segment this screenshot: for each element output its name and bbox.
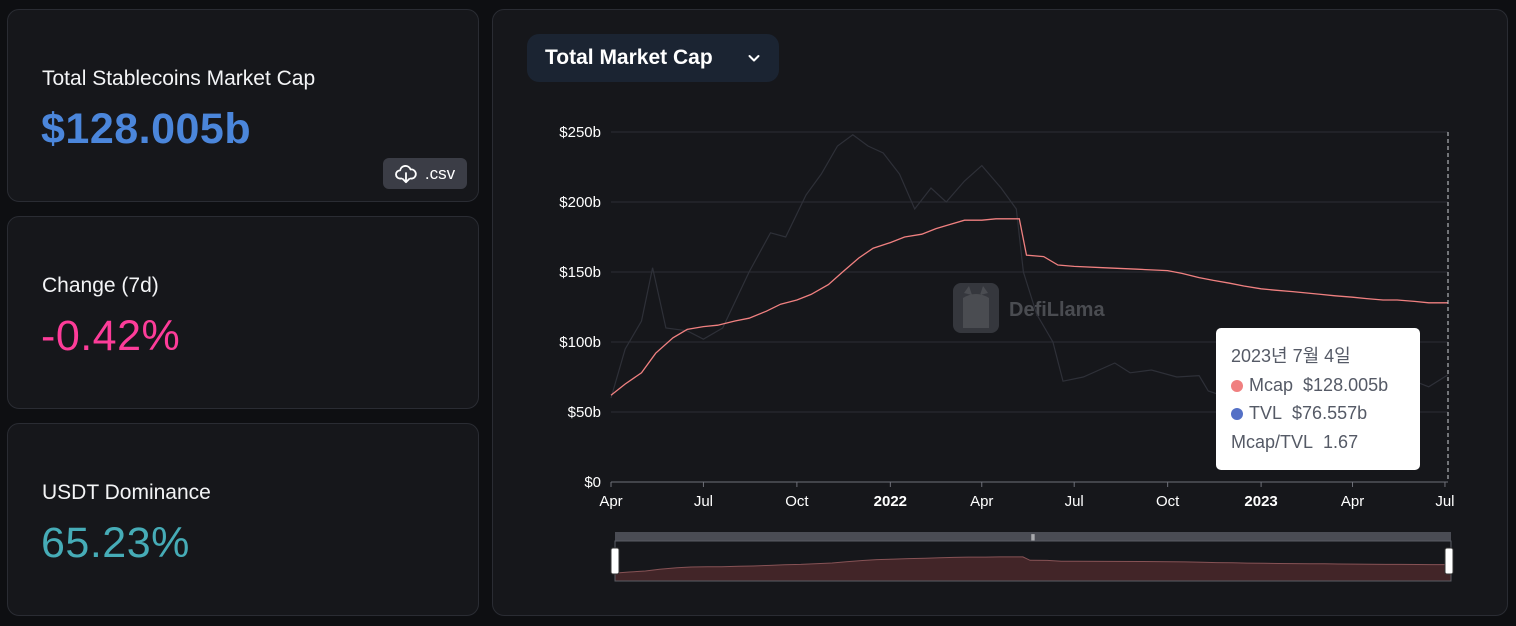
tooltip-tvl-label: TVL	[1249, 403, 1283, 423]
tooltip-mcap-label: Mcap	[1249, 374, 1294, 395]
x-tick-label: Jul	[1065, 493, 1084, 510]
x-tick-label: 2023	[1244, 493, 1277, 510]
y-tick-label: $200b	[559, 194, 601, 211]
llama-logo-icon	[953, 283, 999, 333]
zoom-left-handle[interactable]	[610, 547, 620, 575]
tooltip-mcap-row: Mcap $128.005b	[1231, 371, 1420, 400]
defillama-watermark: DefiLlama	[953, 283, 1105, 333]
zoom-slider-preview	[614, 556, 1452, 582]
chart-type-select[interactable]: Total Market Cap	[527, 34, 779, 82]
change-value: -0.42%	[41, 312, 181, 360]
market-cap-chart[interactable]: $250b $200b $150b $100b $50b $0 Apr Jul Oct 2022…	[493, 10, 1507, 615]
x-tick-label: Jul	[694, 493, 713, 510]
tvl-dot-icon	[1231, 408, 1243, 420]
mcap-series-line	[610, 218, 1448, 396]
tooltip-mcap-value: $128.005b	[1303, 374, 1389, 395]
mcap-dot-icon	[1231, 379, 1243, 392]
chart-card: Total Market Cap $250b $200b $150b $100b $50…	[492, 9, 1508, 616]
y-tick-label: $250b	[559, 124, 601, 141]
x-tick-label: Oct	[1156, 493, 1180, 510]
mcap-value: $128.005b	[41, 105, 252, 153]
y-axis: $250b $200b $150b $100b $50b $0	[559, 124, 601, 491]
chart-tooltip: 2023년 7월 4일 Mcap $128.005b TVL $76.557b …	[1216, 328, 1420, 470]
zoom-slider-track	[615, 532, 1451, 541]
x-tick-label: Apr	[599, 493, 622, 510]
x-tick-label: Oct	[785, 493, 809, 510]
y-tick-label: $100b	[559, 334, 601, 351]
dominance-label: USDT Dominance	[42, 481, 211, 504]
mcap-card: Total Stablecoins Market Cap $128.005b .…	[7, 9, 479, 202]
y-tick-label: $150b	[559, 264, 601, 281]
zoom-right-handle[interactable]	[1444, 547, 1454, 575]
x-tick-label: Apr	[970, 493, 993, 510]
zoom-grip-icon: ⦀	[1031, 533, 1035, 543]
watermark-text: DefiLlama	[1009, 299, 1105, 321]
chart-type-label: Total Market Cap	[545, 46, 713, 69]
tooltip-ratio-label: Mcap/TVL	[1231, 431, 1314, 452]
cloud-download-icon	[394, 164, 417, 183]
dominance-card: USDT Dominance 65.23%	[7, 423, 479, 616]
tooltip-tvl-row: TVL $76.557b	[1231, 399, 1420, 428]
y-tick-label: $0	[584, 474, 601, 491]
x-axis: Apr Jul Oct 2022 Apr Jul Oct 2023 Apr Jul	[599, 482, 1455, 510]
change-card: Change (7d) -0.42%	[7, 216, 479, 409]
tooltip-date: 2023년 7월 4일	[1231, 346, 1351, 366]
grid-lines	[611, 131, 1448, 483]
csv-download-button[interactable]: .csv	[383, 158, 467, 189]
dominance-value: 65.23%	[41, 519, 190, 567]
tooltip-ratio-value: 1.67	[1323, 431, 1359, 452]
tooltip-ratio-row: Mcap/TVL 1.67	[1231, 428, 1420, 457]
change-label: Change (7d)	[42, 274, 159, 297]
csv-label: .csv	[424, 163, 456, 183]
tooltip-tvl-value: $76.557b	[1292, 403, 1368, 423]
zoom-slider[interactable]: ⦀	[610, 532, 1454, 582]
chevron-down-icon	[748, 55, 760, 62]
x-tick-label: Jul	[1435, 493, 1454, 510]
mcap-label: Total Stablecoins Market Cap	[42, 67, 316, 90]
x-tick-label: 2022	[874, 493, 907, 510]
x-tick-label: Apr	[1341, 493, 1364, 510]
y-tick-label: $50b	[568, 404, 601, 421]
